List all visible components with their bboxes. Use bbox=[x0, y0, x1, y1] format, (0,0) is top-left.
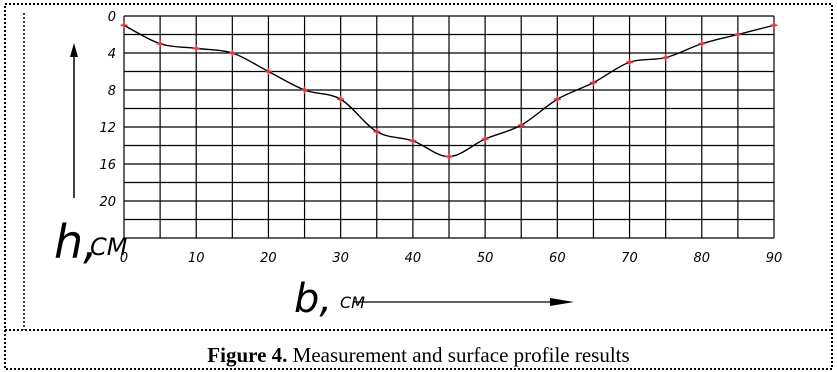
y-tick-label: 12 bbox=[99, 121, 116, 136]
data-point bbox=[698, 40, 706, 48]
data-point bbox=[120, 21, 128, 29]
outer-border bbox=[4, 3, 833, 370]
x-tick-label: 0 bbox=[120, 251, 128, 266]
y-tick-label: 8 bbox=[108, 84, 116, 99]
data-point bbox=[589, 79, 597, 87]
figure-frame: h, СМ b, СМ 0 4 8 12 16 20 0 10 20 30 40 50 60 70 80 9… bbox=[4, 3, 833, 370]
data-point bbox=[770, 21, 778, 29]
data-point bbox=[301, 86, 309, 94]
data-markers bbox=[120, 21, 778, 161]
data-point bbox=[734, 31, 742, 38]
figure-caption: Figure 4. Measurement and surface profil… bbox=[0, 338, 837, 372]
y-axis-label-unit: СМ bbox=[90, 233, 128, 261]
x-tick-label: 90 bbox=[766, 251, 783, 266]
caption-label: Figure 4. bbox=[207, 343, 288, 367]
data-point bbox=[553, 95, 561, 103]
x-tick-label: 50 bbox=[477, 251, 494, 266]
profile-chart: h, СМ b, СМ 0 4 8 12 16 20 0 10 20 30 40 50 60 70 80 9… bbox=[4, 3, 833, 370]
x-tick-label: 20 bbox=[260, 251, 277, 266]
data-point bbox=[481, 135, 489, 143]
x-tick-labels: 0 10 20 30 40 50 60 70 80 90 bbox=[120, 251, 782, 266]
data-point bbox=[337, 95, 345, 103]
y-tick-label: 0 bbox=[108, 10, 116, 25]
x-tick-label: 60 bbox=[549, 251, 566, 266]
x-tick-label: 70 bbox=[621, 251, 638, 266]
data-point bbox=[445, 153, 453, 161]
data-point bbox=[662, 54, 670, 62]
y-tick-label: 16 bbox=[99, 158, 116, 173]
data-point bbox=[156, 40, 164, 48]
x-tick-label: 40 bbox=[405, 251, 422, 266]
y-axis-arrow bbox=[70, 43, 78, 198]
y-tick-labels: 0 4 8 12 16 20 bbox=[99, 10, 116, 210]
x-tick-label: 80 bbox=[694, 251, 711, 266]
data-point bbox=[228, 49, 236, 57]
y-axis-label-main: h, bbox=[54, 215, 98, 269]
data-point bbox=[264, 68, 272, 75]
x-axis-label-main: b, bbox=[294, 276, 332, 322]
data-point bbox=[626, 58, 634, 66]
x-tick-label: 10 bbox=[188, 251, 205, 266]
x-axis-label-unit: СМ bbox=[340, 293, 365, 312]
data-point bbox=[409, 137, 417, 145]
y-tick-label: 4 bbox=[108, 47, 116, 62]
caption-text: Measurement and surface profile results bbox=[292, 343, 630, 367]
x-axis-arrow bbox=[354, 298, 574, 306]
data-point bbox=[373, 128, 381, 136]
data-point bbox=[517, 121, 525, 129]
x-tick-label: 30 bbox=[332, 251, 349, 266]
data-point bbox=[192, 44, 200, 52]
y-tick-label: 20 bbox=[99, 195, 116, 210]
chart-grid bbox=[123, 15, 775, 239]
